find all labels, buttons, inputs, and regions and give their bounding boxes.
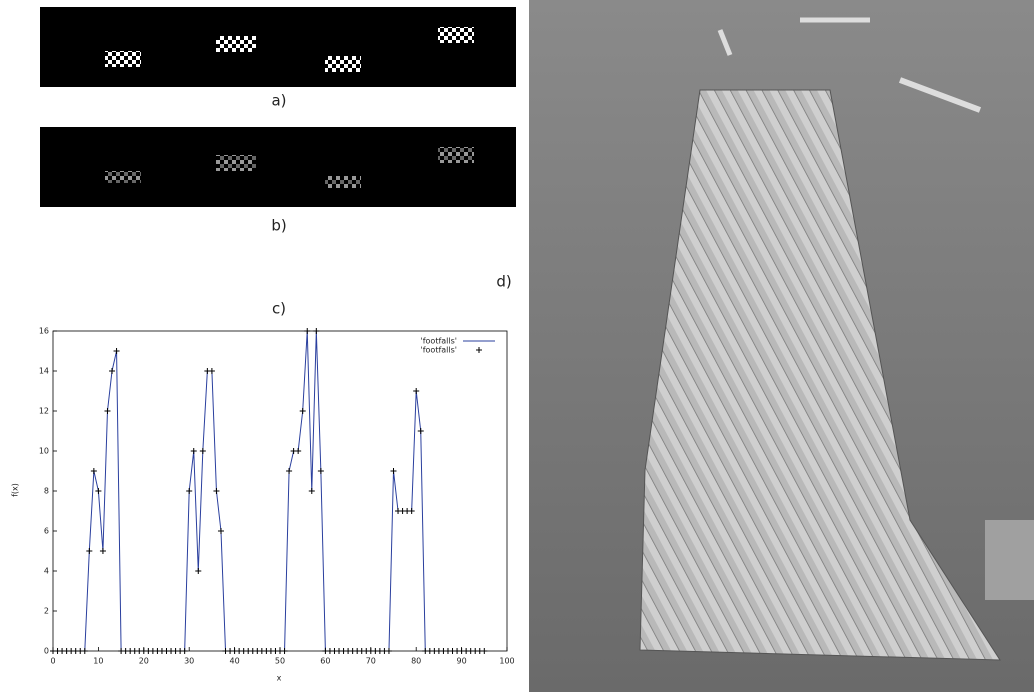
x-tick-label: 20 [139,657,149,666]
y-tick-label: 0 [44,647,49,656]
series-point [286,468,292,474]
series-point [82,648,88,654]
series-point [386,648,392,654]
x-tick-label: 10 [93,657,103,666]
y-axis-label: f(x) [11,483,20,497]
y-tick-label: 16 [39,327,49,336]
page: a) b) c) d) x f(x) 010203040506070809010… [0,0,1034,692]
series-point [282,648,288,654]
series-point [295,448,301,454]
series-point [114,348,120,354]
footprint [438,147,474,163]
x-tick-label: 30 [184,657,194,666]
series-point [213,488,219,494]
legend-label: 'footfalls' [421,337,457,346]
y-tick-label: 6 [44,527,49,536]
x-tick-label: 90 [457,657,467,666]
series-point [418,428,424,434]
x-tick-label: 60 [320,657,330,666]
panel-b-image [40,127,516,207]
panel-label: c) [272,300,286,318]
figure: a) b) c) d) x f(x) 010203040506070809010… [0,0,1034,692]
series-point [300,408,306,414]
series-point [481,648,487,654]
plot-frame [53,331,507,651]
y-tick-label: 4 [44,567,49,576]
series-point [200,448,206,454]
panel-label: a) [271,92,286,110]
footprint [438,27,474,43]
footprint [325,176,361,188]
y-tick-label: 14 [39,367,49,376]
x-tick-label: 0 [50,657,55,666]
series-point [109,368,115,374]
y-tick-label: 12 [39,407,49,416]
y-tick-label: 10 [39,447,49,456]
x-tick-label: 50 [275,657,285,666]
series-point [304,328,310,334]
series-point [318,468,324,474]
footprint [325,56,361,72]
x-tick-label: 100 [499,657,514,666]
series-point [195,568,201,574]
series-point [309,488,315,494]
series-point [209,368,215,374]
series-point [391,468,397,474]
series-point [191,448,197,454]
series-point [91,468,97,474]
series-point [104,408,110,414]
series-point [100,548,106,554]
series-point [95,488,101,494]
series-point [182,648,188,654]
series-point [218,528,224,534]
footprint [105,51,141,67]
series-point [413,388,419,394]
photo-board [985,520,1034,600]
panel-label: d) [496,273,511,291]
series-point [409,508,415,514]
x-axis-label: x [277,674,282,683]
footprint [105,171,141,183]
series-point [186,488,192,494]
x-tick-label: 40 [230,657,240,666]
x-tick-label: 70 [366,657,376,666]
y-tick-label: 8 [44,487,49,496]
series-point [313,328,319,334]
legend-swatch [476,347,482,353]
panel-a-image [40,7,516,87]
legend-label: 'footfalls' [421,346,457,355]
series-point [86,548,92,554]
footprint [216,36,256,52]
x-tick-label: 80 [411,657,421,666]
y-tick-label: 2 [44,607,49,616]
panel-label: b) [271,217,286,235]
footprint [216,155,256,171]
series-line [53,331,484,651]
